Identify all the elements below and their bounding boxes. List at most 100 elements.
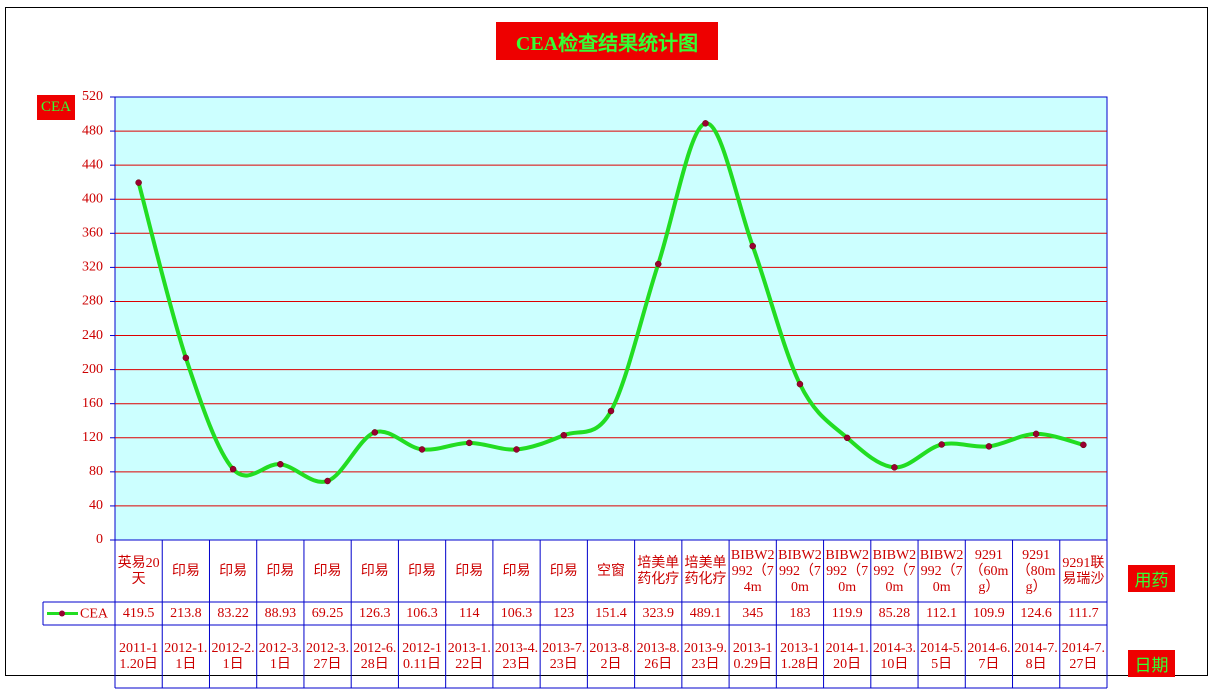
frame (5, 7, 1208, 676)
value-label: 114 (459, 605, 480, 621)
category-label: BIBW2992（70m (778, 547, 822, 595)
value-label: 109.9 (973, 605, 1005, 621)
value-label: 106.3 (500, 605, 533, 621)
value-label: 88.93 (264, 605, 297, 621)
date-label: 日期 (1128, 650, 1175, 677)
category-label: 印易 (455, 563, 484, 579)
y-axis-label: CEA (37, 95, 75, 120)
y-tick-label: 280 (82, 294, 103, 309)
category-label: BIBW2992（70m (872, 547, 917, 595)
date-label: 2013-10.29日 (732, 640, 773, 672)
point (513, 446, 520, 453)
date-label: 2012-6.28日 (353, 640, 397, 672)
y-tick-label: 80 (89, 464, 103, 479)
date-label: 2013-11.28日 (780, 640, 820, 672)
point (702, 120, 709, 127)
point (607, 407, 615, 415)
date-label: 2012-3.1日 (258, 640, 302, 672)
chart-title: CEA检查结果统计图 (496, 22, 718, 60)
category-label: 印易 (266, 563, 295, 579)
y-tick-label: 320 (82, 260, 103, 275)
value-label: 126.3 (359, 605, 391, 621)
point (182, 354, 190, 362)
category-label: 9291（60mg） (969, 547, 1009, 595)
date-label: 2013-7.23日 (542, 640, 586, 672)
date-label: 2014-7.8日 (1014, 640, 1058, 672)
date-label: 2014-3.10日 (872, 640, 916, 672)
value-label: 106.3 (406, 605, 438, 621)
date-label: 2013-8.26日 (636, 640, 680, 672)
value-label: 123 (553, 605, 575, 621)
y-tick-label: 120 (82, 430, 103, 445)
y-tick-label: 480 (82, 123, 103, 138)
date-label: 2013-8.2日 (589, 640, 633, 672)
point (749, 242, 756, 250)
point (418, 446, 426, 453)
date-label: 2013-1.22日 (447, 640, 491, 672)
date-label: 2014-5.5日 (920, 640, 964, 672)
date-label: 2013-9.23日 (683, 640, 728, 672)
point (654, 260, 662, 268)
value-label: 419.5 (122, 605, 155, 621)
y-tick-label: 160 (82, 396, 103, 411)
date-label: 2012-3.27日 (305, 640, 350, 672)
date-label: 2011-11.20日 (119, 640, 159, 672)
value-label: 323.9 (642, 605, 674, 621)
date-label: 2014-1.20日 (825, 640, 869, 672)
value-label: 213.8 (170, 605, 202, 621)
category-label: 9291联易瑞沙 (1062, 555, 1105, 587)
value-label: 85.28 (878, 605, 911, 621)
category-label: 印易 (360, 563, 389, 579)
legend-label: CEA (80, 607, 109, 622)
category-label: 9291（80mg） (1016, 547, 1056, 595)
value-label: 111.7 (1068, 605, 1099, 621)
category-label: 印易 (171, 563, 200, 579)
category-label: BIBW2992（70m (825, 547, 869, 595)
value-label: 119.9 (831, 605, 863, 621)
point (371, 429, 379, 436)
point (1080, 441, 1087, 449)
legend-marker (59, 610, 65, 617)
category-label: 印易 (219, 563, 248, 579)
date-label: 2012-1.1日 (164, 640, 208, 672)
point (843, 434, 851, 442)
y-tick-label: 440 (82, 157, 103, 172)
point (891, 464, 898, 471)
category-label: BIBW2992（74m (730, 547, 775, 595)
y-tick-label: 520 (82, 89, 103, 104)
value-label: 489.1 (689, 605, 722, 621)
category-label: 培美单药化疗 (684, 555, 727, 587)
point (560, 431, 568, 439)
y-tick-label: 40 (89, 498, 103, 513)
value-label: 83.22 (217, 605, 249, 621)
category-label: 印易 (549, 563, 578, 579)
value-label: 151.4 (595, 605, 627, 621)
category-label: 英易20天 (117, 555, 160, 587)
date-label: 2014-6.7日 (967, 640, 1011, 672)
date-label: 2014-7.27日 (1061, 640, 1105, 672)
y-tick-label: 0 (96, 532, 103, 547)
value-label: 124.6 (1020, 605, 1052, 621)
category-label: 培美单药化疗 (637, 555, 680, 587)
point (466, 439, 473, 447)
y-tick-label: 400 (82, 191, 103, 206)
point (985, 443, 993, 450)
y-tick-label: 200 (82, 362, 103, 377)
date-label: 2013-4.23日 (494, 640, 539, 672)
value-label: 112.1 (926, 605, 958, 621)
date-label: 2012-2.1日 (211, 640, 255, 672)
value-label: 345 (742, 605, 764, 621)
point (135, 179, 142, 186)
date-label: 2012-10.11日 (402, 640, 442, 672)
point (1032, 430, 1040, 438)
category-label: 空窗 (596, 563, 625, 579)
value-label: 69.25 (311, 605, 344, 621)
plot-area (114, 96, 1108, 541)
y-tick-label: 360 (82, 226, 103, 241)
point (796, 380, 804, 388)
category-label: BIBW2992（70m (919, 547, 964, 595)
point (324, 477, 331, 485)
category-label: 印易 (408, 563, 437, 579)
